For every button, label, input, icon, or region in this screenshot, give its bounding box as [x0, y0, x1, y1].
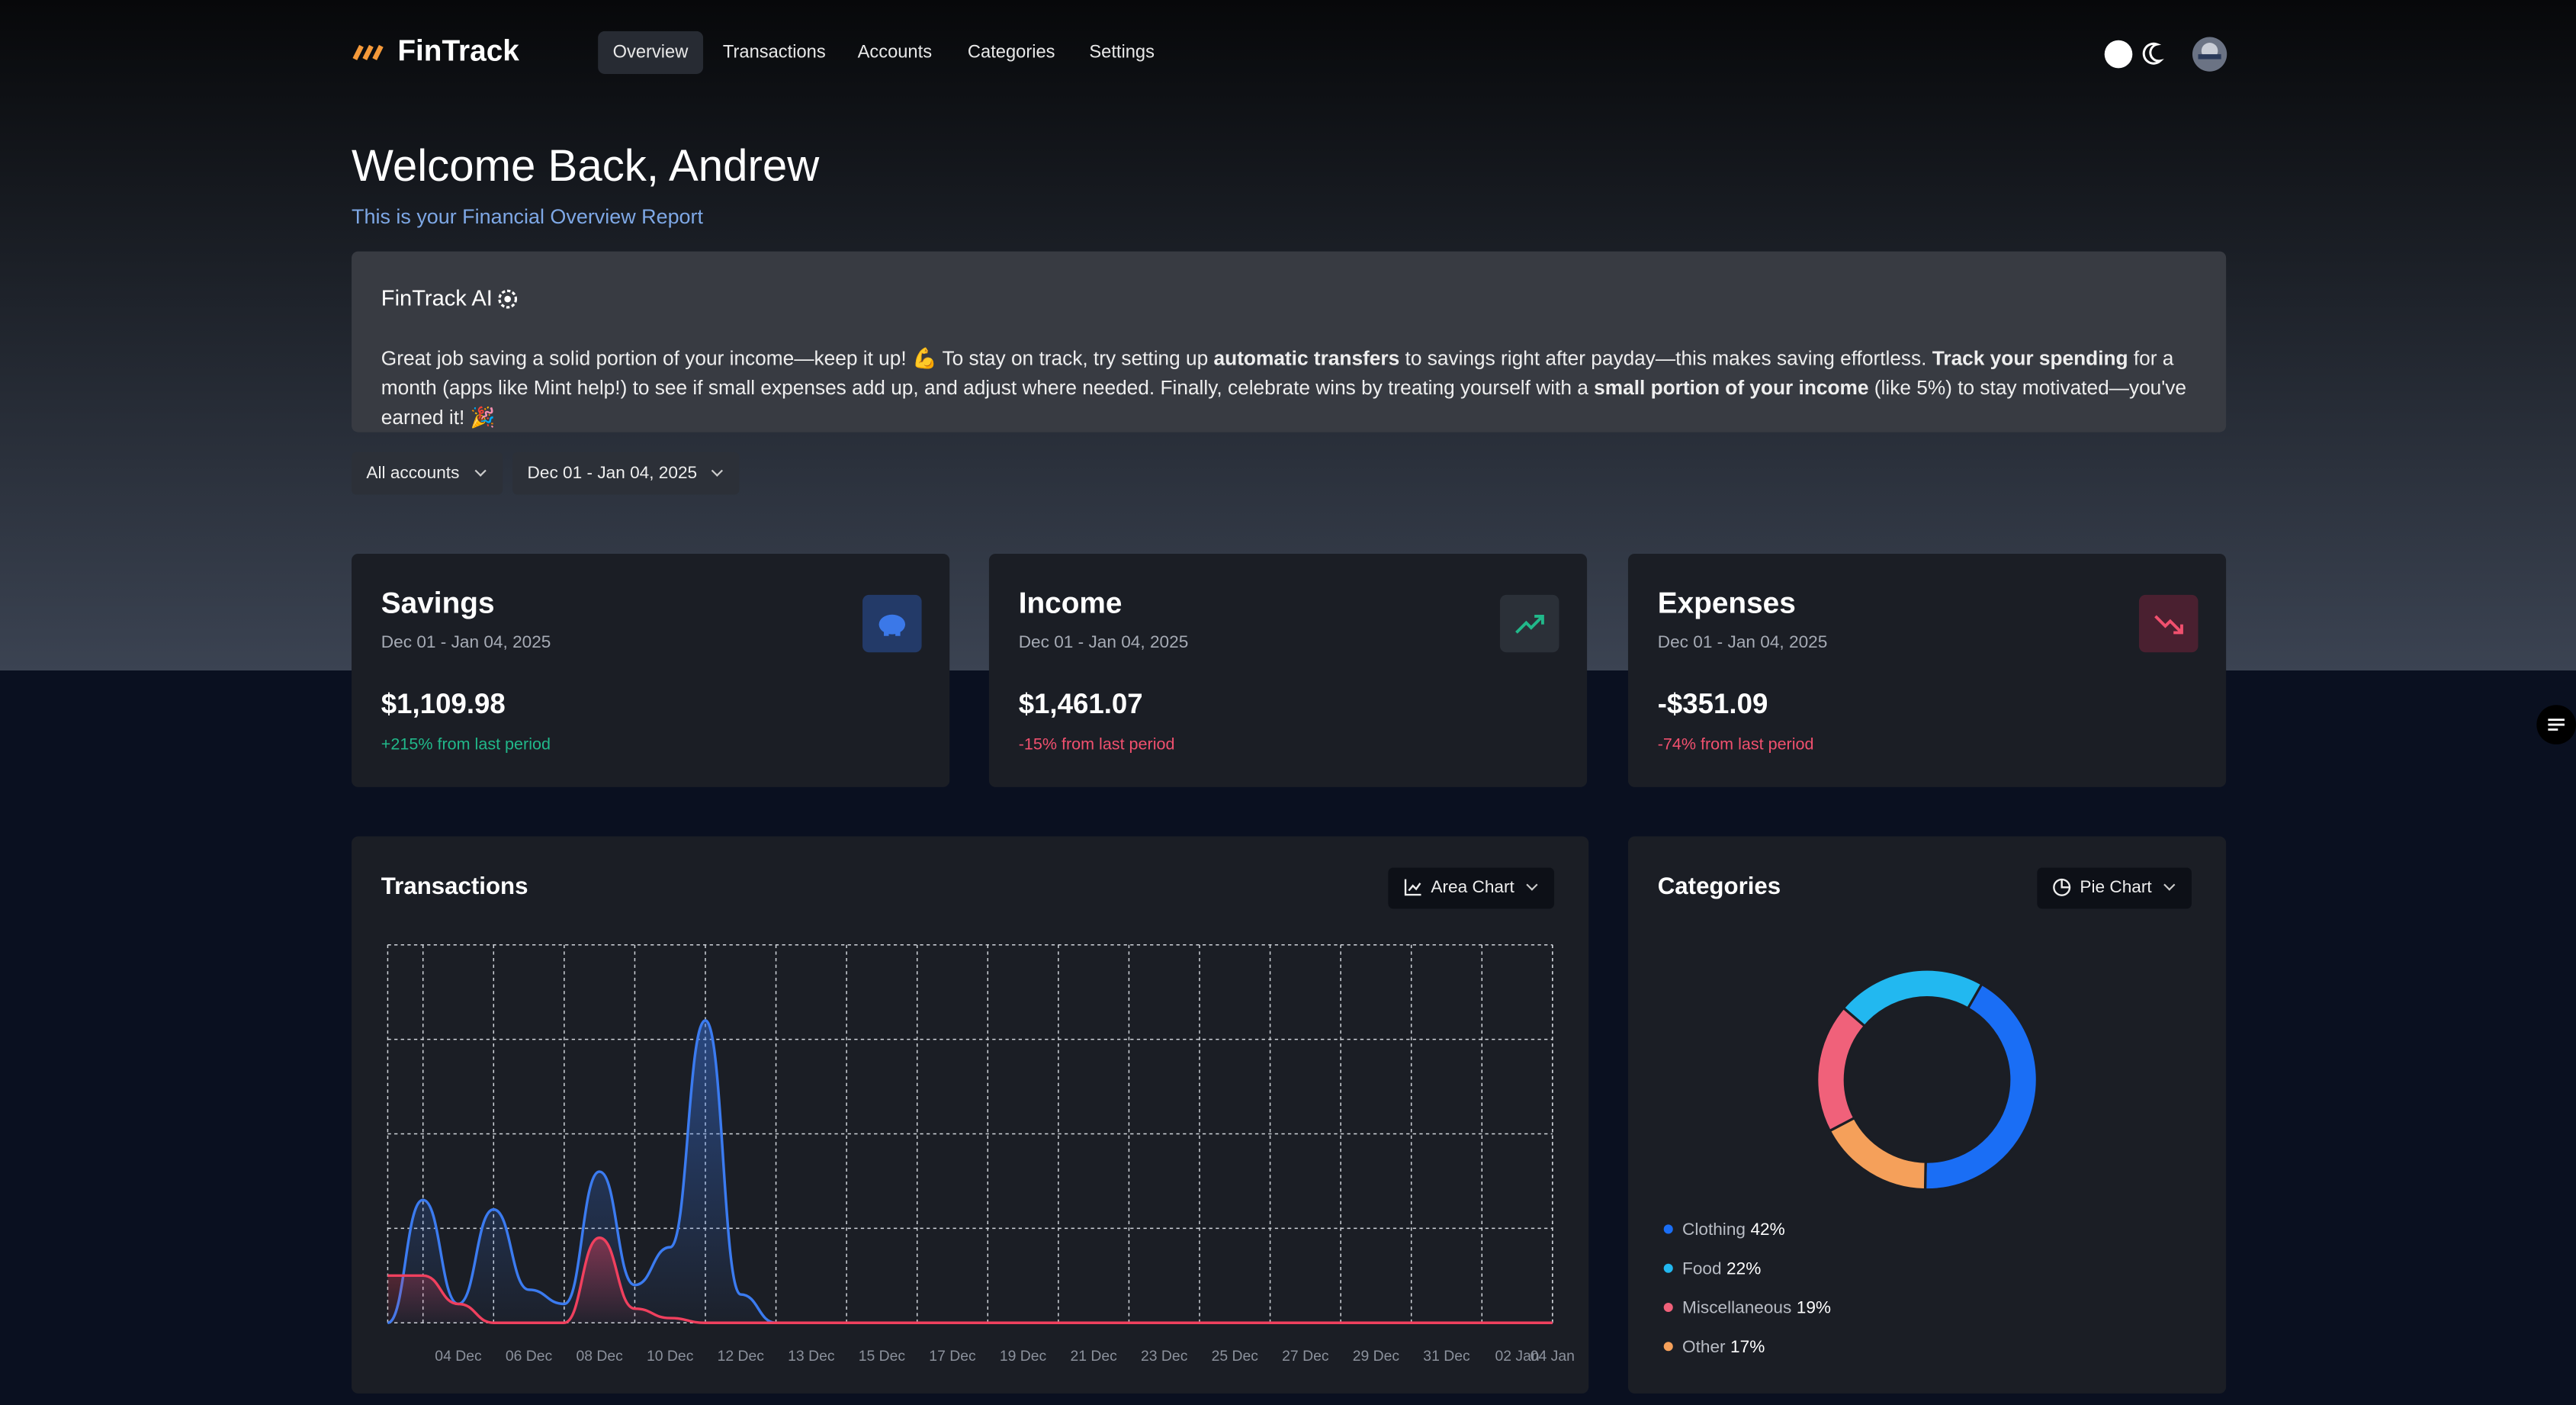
- legend-label: Miscellaneous 19%: [1682, 1298, 1831, 1317]
- x-tick-label: 04 Jan: [1531, 1348, 1575, 1365]
- legend-dot: [1664, 1342, 1673, 1351]
- x-tick-label: 25 Dec: [1212, 1348, 1259, 1365]
- x-tick-label: 21 Dec: [1070, 1348, 1117, 1365]
- x-tick-label: 04 Dec: [435, 1348, 482, 1365]
- legend-dot: [1664, 1264, 1673, 1273]
- legend-name: Miscellaneous: [1682, 1298, 1791, 1317]
- area-line: [387, 1021, 1552, 1323]
- pie-slice: [1817, 1008, 1865, 1130]
- x-tick-label: 15 Dec: [859, 1348, 906, 1365]
- legend-name: Clothing: [1682, 1220, 1746, 1239]
- x-tick-label: 29 Dec: [1353, 1348, 1400, 1365]
- x-tick-label: 19 Dec: [1000, 1348, 1047, 1365]
- x-tick-label: 06 Dec: [506, 1348, 553, 1365]
- legend-name: Food: [1682, 1259, 1722, 1278]
- area-fill: [387, 1021, 1552, 1323]
- x-tick-label: 17 Dec: [929, 1348, 976, 1365]
- x-tick-label: 13 Dec: [788, 1348, 835, 1365]
- x-tick-label: 27 Dec: [1282, 1348, 1329, 1365]
- legend-dot: [1664, 1224, 1673, 1233]
- legend-name: Other: [1682, 1337, 1726, 1356]
- legend-value: 17%: [1730, 1337, 1765, 1356]
- x-tick-label: 10 Dec: [647, 1348, 694, 1365]
- legend-value: 22%: [1726, 1259, 1761, 1278]
- x-tick-label: 23 Dec: [1141, 1348, 1188, 1365]
- pie-slice: [1926, 984, 2038, 1190]
- legend-value: 19%: [1797, 1298, 1831, 1317]
- legend-label: Clothing42%: [1682, 1220, 1785, 1239]
- x-tick-label: 12 Dec: [718, 1348, 765, 1365]
- x-tick-label: 31 Dec: [1423, 1348, 1470, 1365]
- legend-label: Food22%: [1682, 1259, 1761, 1278]
- x-tick-label: 08 Dec: [576, 1348, 623, 1365]
- legend-label: Other17%: [1682, 1337, 1765, 1356]
- legend-value: 42%: [1750, 1220, 1784, 1239]
- pie-slice: [1829, 1118, 1926, 1190]
- legend-dot: [1664, 1303, 1673, 1312]
- pie-slice: [1843, 969, 1981, 1026]
